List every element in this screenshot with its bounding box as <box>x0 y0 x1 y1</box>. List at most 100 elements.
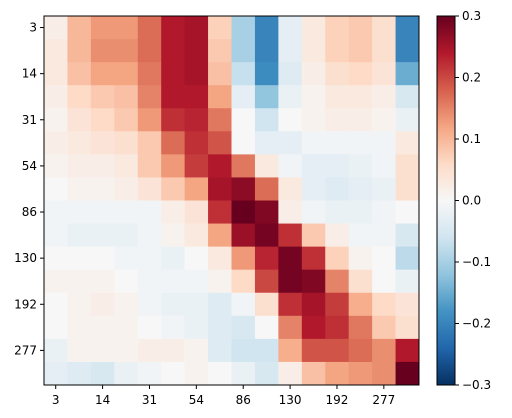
heatmap-cell <box>395 200 420 224</box>
heatmap-cell <box>90 223 115 248</box>
heatmap-cell <box>278 177 303 201</box>
heatmap-cell <box>208 361 232 386</box>
heatmap-cell <box>231 338 256 363</box>
heatmap-cell <box>67 108 92 132</box>
heatmap-cell <box>161 269 186 294</box>
heatmap-cell <box>161 131 186 155</box>
heatmap-cell <box>254 16 279 40</box>
heatmap-cell <box>348 223 373 248</box>
colorbar-tick-label: 0.0 <box>462 194 481 208</box>
heatmap-cell <box>161 16 186 40</box>
heatmap-cell <box>161 292 186 317</box>
heatmap-cell <box>114 200 139 224</box>
heatmap-cell <box>301 177 326 201</box>
heatmap-cell <box>372 154 396 178</box>
heatmap-cell <box>161 39 186 63</box>
heatmap-cell <box>301 338 326 363</box>
heatmap-cell <box>184 131 209 155</box>
heatmap-cell <box>44 177 68 201</box>
heatmap-cell <box>372 85 396 109</box>
heatmap-cell <box>184 108 209 132</box>
heatmap-cell <box>278 292 303 317</box>
heatmap-cell <box>161 361 186 386</box>
heatmap-cell <box>395 16 420 40</box>
heatmap-cell <box>114 62 139 86</box>
heatmap-cell <box>67 200 92 224</box>
heatmap-cell <box>325 246 350 271</box>
heatmap-cell <box>231 200 256 224</box>
heatmap-cell <box>114 131 139 155</box>
heatmap-cell <box>325 108 350 132</box>
colorbar-tick-label: 0.3 <box>462 9 481 23</box>
heatmap-cell <box>301 85 326 109</box>
heatmap-cell <box>325 200 350 224</box>
heatmap-cell <box>90 85 115 109</box>
heatmap-cell <box>231 361 256 386</box>
heatmap-cell <box>231 269 256 294</box>
heatmap-cell <box>184 269 209 294</box>
heatmap-cell <box>348 62 373 86</box>
heatmap-cell <box>395 154 420 178</box>
heatmap-cell <box>301 16 326 40</box>
heatmap-cell <box>372 39 396 63</box>
heatmap-cell <box>278 108 303 132</box>
heatmap-cell <box>90 62 115 86</box>
heatmap-cell <box>208 269 232 294</box>
heatmap-cell <box>231 16 256 40</box>
heatmap-cell <box>395 85 420 109</box>
heatmap-cell <box>278 154 303 178</box>
x-tick-label: 14 <box>95 393 110 407</box>
colorbar <box>436 15 456 386</box>
heatmap-cell <box>395 177 420 201</box>
heatmap-cell <box>325 177 350 201</box>
heatmap-cell <box>278 16 303 40</box>
heatmap-cell <box>137 315 162 340</box>
heatmap-cell <box>161 200 186 224</box>
heatmap-cell <box>137 154 162 178</box>
heatmap-cell <box>301 269 326 294</box>
heatmap-cell <box>395 108 420 132</box>
heatmap-cell <box>67 16 92 40</box>
heatmap-cell <box>372 361 396 386</box>
heatmap-cell <box>114 338 139 363</box>
heatmap-cell <box>114 39 139 63</box>
heatmap-cell <box>372 177 396 201</box>
heatmap-frame <box>43 15 420 386</box>
y-tick-label: 86 <box>22 205 37 219</box>
heatmap-cell <box>44 39 68 63</box>
heatmap-cell <box>44 85 68 109</box>
heatmap-cell <box>254 177 279 201</box>
colorbar-tick-label: 0.2 <box>462 71 481 85</box>
heatmap-cell <box>90 292 115 317</box>
heatmap-cell <box>184 338 209 363</box>
heatmap-cell <box>348 108 373 132</box>
heatmap-cell <box>372 223 396 248</box>
heatmap-cell <box>231 177 256 201</box>
heatmap-cell <box>137 200 162 224</box>
heatmap-cell <box>184 39 209 63</box>
heatmap-cell <box>44 338 68 363</box>
heatmap-cell <box>208 200 232 224</box>
heatmap-cell <box>231 39 256 63</box>
heatmap-cell <box>137 361 162 386</box>
heatmap-cell <box>184 246 209 271</box>
heatmap-cell <box>184 85 209 109</box>
heatmap-cell <box>208 154 232 178</box>
colorbar-tick-label: −0.1 <box>462 255 491 269</box>
colorbar-tick-label: −0.2 <box>462 317 491 331</box>
y-tick-label: 192 <box>14 297 37 311</box>
heatmap-cell <box>161 108 186 132</box>
heatmap-cell <box>231 246 256 271</box>
heatmap-cell <box>44 200 68 224</box>
heatmap-cell <box>184 62 209 86</box>
heatmap-cell <box>114 16 139 40</box>
heatmap-cell <box>278 85 303 109</box>
heatmap-cell <box>161 177 186 201</box>
x-tick-label: 54 <box>189 393 204 407</box>
heatmap-cell <box>395 315 420 340</box>
heatmap-cell <box>184 154 209 178</box>
heatmap-cell <box>348 154 373 178</box>
heatmap-cell <box>184 223 209 248</box>
heatmap-cell <box>67 131 92 155</box>
colorbar-tick-label: −0.3 <box>462 378 491 392</box>
